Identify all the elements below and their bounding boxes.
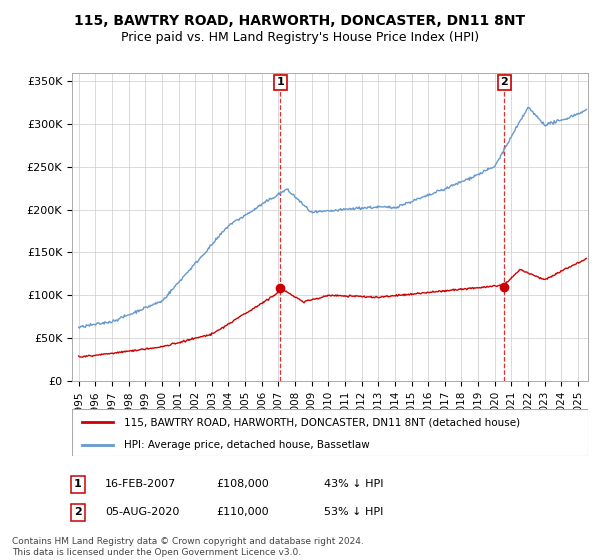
Text: 115, BAWTRY ROAD, HARWORTH, DONCASTER, DN11 8NT (detached house): 115, BAWTRY ROAD, HARWORTH, DONCASTER, D… bbox=[124, 417, 520, 427]
Text: 53% ↓ HPI: 53% ↓ HPI bbox=[324, 507, 383, 517]
Text: HPI: Average price, detached house, Bassetlaw: HPI: Average price, detached house, Bass… bbox=[124, 440, 370, 450]
Text: Price paid vs. HM Land Registry's House Price Index (HPI): Price paid vs. HM Land Registry's House … bbox=[121, 31, 479, 44]
Text: 1: 1 bbox=[277, 77, 284, 87]
Text: This data is licensed under the Open Government Licence v3.0.: This data is licensed under the Open Gov… bbox=[12, 548, 301, 557]
Text: 16-FEB-2007: 16-FEB-2007 bbox=[105, 479, 176, 489]
Text: 05-AUG-2020: 05-AUG-2020 bbox=[105, 507, 179, 517]
Text: £108,000: £108,000 bbox=[216, 479, 269, 489]
Text: 43% ↓ HPI: 43% ↓ HPI bbox=[324, 479, 383, 489]
FancyBboxPatch shape bbox=[72, 409, 588, 456]
Text: 2: 2 bbox=[500, 77, 508, 87]
Text: Contains HM Land Registry data © Crown copyright and database right 2024.: Contains HM Land Registry data © Crown c… bbox=[12, 537, 364, 546]
Text: 2: 2 bbox=[74, 507, 82, 517]
Text: 1: 1 bbox=[74, 479, 82, 489]
Text: 115, BAWTRY ROAD, HARWORTH, DONCASTER, DN11 8NT: 115, BAWTRY ROAD, HARWORTH, DONCASTER, D… bbox=[74, 14, 526, 28]
Text: £110,000: £110,000 bbox=[216, 507, 269, 517]
